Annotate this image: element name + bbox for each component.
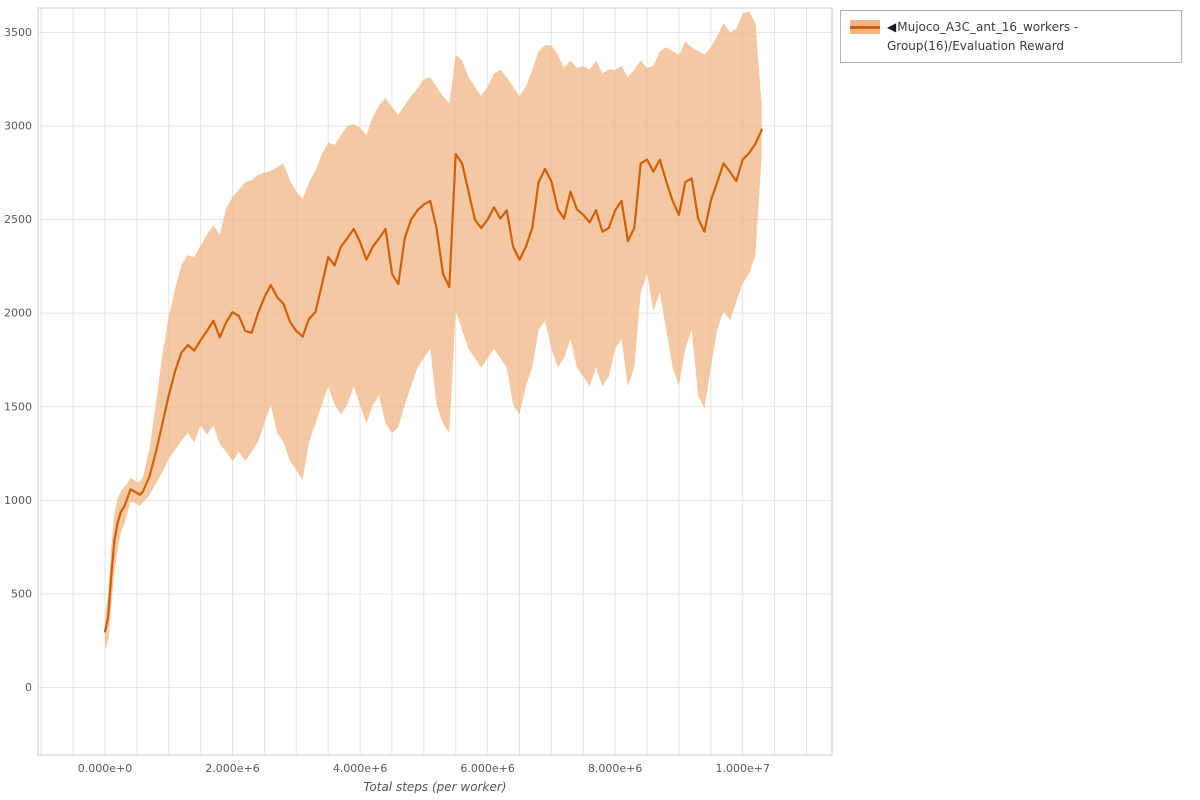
legend-swatch-line: [850, 25, 880, 29]
svg-text:1.000e+7: 1.000e+7: [715, 762, 769, 775]
svg-text:8.000e+6: 8.000e+6: [588, 762, 642, 775]
svg-text:0: 0: [25, 681, 32, 694]
svg-text:2.000e+6: 2.000e+6: [205, 762, 259, 775]
svg-text:3500: 3500: [4, 26, 32, 39]
legend-swatch: [850, 20, 880, 34]
svg-text:1000: 1000: [4, 494, 32, 507]
svg-text:4.000e+6: 4.000e+6: [333, 762, 387, 775]
legend-label-text: Mujoco_A3C_ant_16_workers - Group(16)/Ev…: [887, 20, 1079, 53]
legend-marker-icon: ◀: [887, 20, 897, 34]
svg-text:500: 500: [11, 587, 32, 600]
svg-text:6.000e+6: 6.000e+6: [460, 762, 514, 775]
svg-text:3000: 3000: [4, 119, 32, 132]
legend-item-evaluation-reward[interactable]: ◀Mujoco_A3C_ant_16_workers - Group(16)/E…: [840, 10, 1182, 64]
svg-text:2000: 2000: [4, 307, 32, 320]
svg-text:0.000e+0: 0.000e+0: [78, 762, 132, 775]
legend-label: ◀Mujoco_A3C_ant_16_workers - Group(16)/E…: [887, 18, 1172, 55]
x-axis-label: Total steps (per worker): [363, 780, 507, 794]
svg-text:1500: 1500: [4, 400, 32, 413]
svg-text:2500: 2500: [4, 213, 32, 226]
